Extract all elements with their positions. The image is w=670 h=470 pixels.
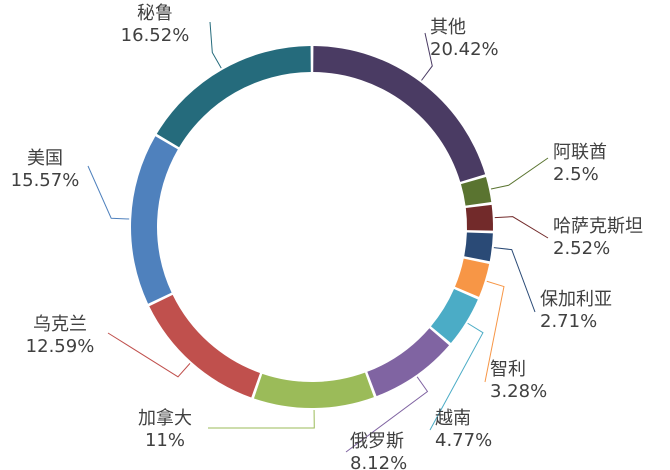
slice-name-label-3: 保加利亚 [540, 289, 612, 310]
slice-name-label-0: 其他 [430, 17, 466, 38]
leader-line-4 [484, 280, 505, 383]
leader-line-1 [490, 157, 549, 190]
leader-line-3 [493, 247, 536, 313]
slice-4 [454, 258, 490, 297]
leader-line-0 [421, 32, 433, 81]
slice-value-label-5: 4.77% [435, 430, 492, 451]
slice-value-label-7: 11% [145, 430, 185, 451]
slice-value-label-1: 2.5% [553, 164, 599, 185]
leader-line-7 [207, 409, 315, 429]
slice-value-label-10: 16.52% [121, 25, 190, 46]
slice-name-label-9: 美国 [27, 148, 63, 169]
leader-line-5 [429, 322, 484, 431]
slice-value-label-9: 15.57% [11, 170, 80, 191]
leader-line-9 [87, 165, 130, 220]
slice-name-label-8: 乌克兰 [33, 314, 87, 335]
slice-value-label-2: 2.52% [553, 238, 610, 259]
slice-name-label-4: 智利 [490, 359, 526, 380]
slice-7 [253, 372, 374, 409]
slice-0 [313, 46, 486, 182]
slice-value-label-3: 2.71% [540, 311, 597, 332]
leader-line-6 [345, 376, 429, 453]
slice-5 [430, 289, 478, 344]
slice-name-label-10: 秘鲁 [137, 3, 173, 24]
leader-line-2 [494, 216, 549, 239]
slice-name-label-6: 俄罗斯 [350, 431, 404, 452]
slice-1 [460, 176, 492, 206]
slice-name-label-1: 阿联酋 [553, 142, 607, 163]
slice-10 [156, 46, 311, 148]
leader-line-10 [209, 21, 222, 69]
slice-value-label-8: 12.59% [26, 336, 95, 357]
slice-6 [367, 328, 450, 397]
slice-8 [149, 294, 260, 398]
slice-name-label-2: 哈萨克斯坦 [553, 216, 643, 237]
slice-9 [131, 136, 178, 304]
leader-line-8 [107, 332, 191, 378]
slice-3 [464, 232, 493, 262]
slice-value-label-0: 20.42% [430, 39, 499, 60]
slice-name-label-5: 越南 [435, 408, 471, 429]
slice-value-label-4: 3.28% [490, 381, 547, 402]
slice-value-label-6: 8.12% [350, 453, 407, 470]
slice-name-label-7: 加拿大 [138, 407, 192, 429]
slice-2 [465, 204, 493, 231]
